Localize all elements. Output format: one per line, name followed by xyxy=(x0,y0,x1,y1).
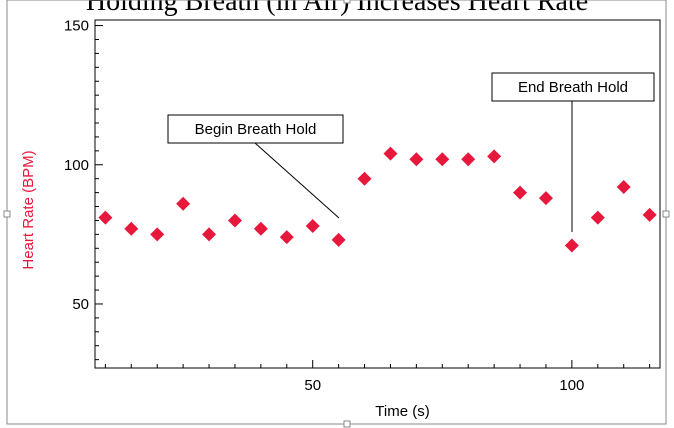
data-point xyxy=(461,152,476,167)
y-axis-label: Heart Rate (BPM) xyxy=(20,150,37,269)
data-point xyxy=(253,221,268,236)
x-tick-label: 50 xyxy=(304,377,321,394)
data-point xyxy=(279,230,294,245)
data-point xyxy=(642,207,657,222)
data-point xyxy=(202,227,217,242)
y-tick-label: 150 xyxy=(64,18,89,35)
plot-area xyxy=(94,19,661,369)
annotation-label: Begin Breath Hold xyxy=(195,121,317,138)
data-point xyxy=(538,191,553,206)
data-point xyxy=(305,219,320,234)
data-point xyxy=(487,149,502,164)
data-point xyxy=(383,146,398,161)
annotation-label: End Breath Hold xyxy=(518,79,628,96)
data-point xyxy=(176,196,191,211)
data-point xyxy=(227,213,242,228)
data-point xyxy=(124,221,139,236)
frame-handle xyxy=(662,210,670,218)
data-point xyxy=(331,232,346,247)
frame-handle xyxy=(3,210,11,218)
data-point xyxy=(435,152,450,167)
data-point xyxy=(409,152,424,167)
annotation-box xyxy=(167,114,344,144)
data-point xyxy=(616,180,631,195)
y-tick-label: 50 xyxy=(72,296,89,313)
data-point xyxy=(564,238,579,253)
frame-handle xyxy=(343,420,351,428)
annotation-box xyxy=(491,72,655,102)
data-point xyxy=(513,185,528,200)
data-point xyxy=(98,210,113,225)
data-point xyxy=(590,210,605,225)
x-tick-label: 100 xyxy=(559,377,584,394)
data-point xyxy=(357,171,372,186)
data-point xyxy=(150,227,165,242)
y-tick-label: 100 xyxy=(64,157,89,174)
frame-handle xyxy=(343,0,351,4)
annotation-leader xyxy=(254,142,340,219)
x-axis-label: Time (s) xyxy=(375,403,429,420)
chart-title: Holding Breath (in Air) Increases Heart … xyxy=(85,0,589,17)
